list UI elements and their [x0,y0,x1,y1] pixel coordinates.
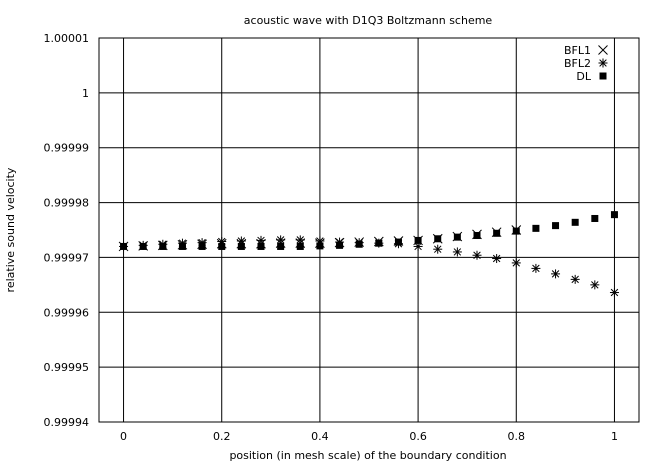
point-bfl2 [531,263,541,273]
y-tick-label: 0.99998 [44,197,90,210]
point-dl [591,214,599,222]
point-dl [139,242,147,250]
y-tick-label: 0.99996 [44,306,90,319]
y-tick-label: 0.99997 [44,251,90,264]
point-bfl2 [452,247,462,257]
point-bfl2 [570,274,580,284]
x-tick-label: 0.2 [213,430,231,443]
y-tick-label: 1.00001 [44,32,90,45]
y-tick-label: 0.99994 [44,416,90,429]
y-axis-label: relative sound velocity [4,167,17,292]
x-tick-label: 1 [611,430,618,443]
point-dl [355,240,363,248]
point-bfl2 [472,250,482,260]
point-dl [159,242,167,250]
point-dl [414,236,422,244]
point-dl [532,224,540,232]
y-tick-label: 0.99999 [44,142,90,155]
legend-marker-bfl2 [598,58,608,68]
point-dl [277,242,285,250]
point-dl [473,231,481,239]
point-dl [237,242,245,250]
legend-label: BFL2 [564,57,591,70]
legend-marker-bfl1 [598,45,608,55]
point-dl [316,242,324,250]
point-dl [394,238,402,246]
y-tick-label: 1 [82,87,89,100]
point-dl [336,241,344,249]
y-tick-label: 0.99995 [44,361,90,374]
x-tick-label: 0.6 [409,430,427,443]
point-dl [178,242,186,250]
point-bfl2 [590,280,600,290]
legend-label: DL [576,70,591,83]
point-bfl2 [295,235,305,245]
point-bfl2 [276,235,286,245]
point-bfl2 [511,258,521,268]
point-dl [512,227,520,235]
x-tick-label: 0 [120,430,127,443]
axis-ticks: 0 0.2 0.4 0.6 0.8 1 0.99994 0.99995 0.99996 0.999… [44,32,618,443]
point-dl [493,229,501,237]
point-bfl2 [609,288,619,298]
point-dl [434,235,442,243]
point-bfl2 [433,244,443,254]
x-tick-label: 0.8 [508,430,526,443]
point-bfl2 [551,269,561,279]
point-dl [296,242,304,250]
point-dl [375,239,383,247]
point-dl [453,233,461,241]
legend-marker-dl [599,72,607,80]
legend-label: BFL1 [564,44,591,57]
chart-title: acoustic wave with D1Q3 Boltzmann scheme [244,14,493,27]
point-dl [257,242,265,250]
data-points [118,211,619,298]
x-axis-label: position (in mesh scale) of the boundary… [229,449,506,462]
point-bfl2 [492,254,502,264]
point-dl [218,242,226,250]
point-dl [571,218,579,226]
point-dl [120,242,128,250]
x-tick-label: 0.4 [311,430,329,443]
plot-frame [98,37,640,423]
point-dl [198,242,206,250]
point-dl [552,222,560,230]
point-dl [610,211,618,219]
